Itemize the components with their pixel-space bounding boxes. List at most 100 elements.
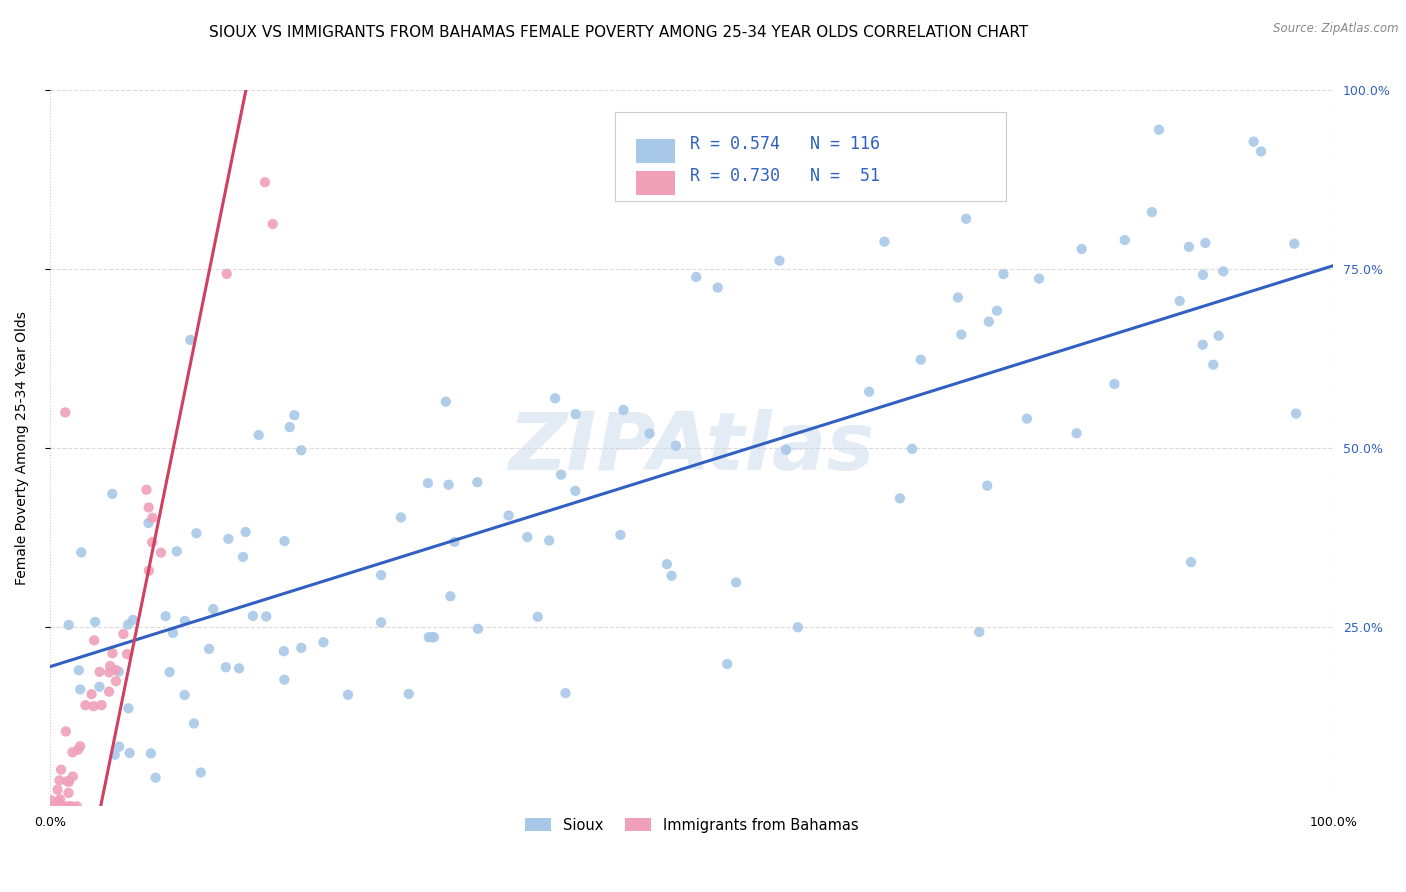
Point — [162, 626, 184, 640]
Point — [98, 684, 121, 698]
Point — [198, 641, 221, 656]
Point — [90, 698, 112, 712]
Point — [56, 774, 79, 789]
Point — [118, 746, 141, 760]
Point — [262, 217, 284, 231]
Point — [155, 609, 177, 624]
Point — [370, 615, 392, 630]
Point — [135, 483, 157, 497]
Point — [183, 716, 205, 731]
Point — [1285, 407, 1308, 421]
Point — [89, 665, 111, 679]
Point — [1015, 411, 1038, 425]
Point — [1178, 240, 1201, 254]
Point — [141, 535, 163, 549]
Point — [58, 775, 80, 789]
Point — [48, 794, 70, 808]
Point — [465, 475, 488, 490]
Point — [41, 799, 63, 814]
Point — [977, 315, 1000, 329]
Point — [58, 786, 80, 800]
Point — [52, 799, 75, 814]
Point — [69, 739, 91, 754]
Point — [98, 665, 121, 680]
Point — [544, 392, 567, 406]
Point — [253, 175, 276, 189]
Point — [389, 510, 412, 524]
Point — [467, 622, 489, 636]
Point — [139, 747, 162, 761]
Point — [1284, 236, 1306, 251]
Point — [49, 799, 72, 814]
Point — [976, 478, 998, 492]
Point — [48, 799, 70, 814]
Point — [138, 500, 160, 515]
Point — [215, 267, 238, 281]
Point — [273, 534, 295, 549]
Point — [685, 269, 707, 284]
Point — [273, 673, 295, 687]
Point — [108, 739, 131, 754]
Point — [56, 799, 79, 814]
Point — [564, 407, 586, 421]
Point — [48, 773, 70, 788]
Point — [145, 771, 167, 785]
Point — [858, 384, 880, 399]
Point — [122, 613, 145, 627]
Point — [993, 267, 1015, 281]
Point — [889, 491, 911, 506]
Point — [112, 627, 135, 641]
Point — [665, 439, 688, 453]
Point — [232, 549, 254, 564]
Point — [294, 47, 316, 62]
Point — [437, 477, 460, 491]
Point — [104, 674, 127, 689]
Point — [1066, 426, 1088, 441]
Point — [247, 428, 270, 442]
Point — [609, 528, 631, 542]
Point — [58, 618, 80, 632]
Point — [69, 682, 91, 697]
Point — [423, 630, 446, 644]
Point — [1104, 377, 1126, 392]
Point — [1028, 271, 1050, 285]
Point — [1070, 242, 1092, 256]
Y-axis label: Female Poverty Among 25-34 Year Olds: Female Poverty Among 25-34 Year Olds — [15, 311, 30, 585]
Point — [967, 625, 990, 640]
Point — [526, 609, 548, 624]
Point — [725, 575, 748, 590]
Point — [159, 665, 181, 679]
Point — [115, 647, 138, 661]
Point — [60, 799, 83, 814]
Point — [202, 602, 225, 616]
Point — [1114, 233, 1136, 247]
Point — [46, 782, 69, 797]
Point — [59, 799, 82, 814]
Point — [254, 609, 277, 624]
Point — [67, 742, 90, 756]
FancyBboxPatch shape — [614, 112, 1007, 202]
Point — [80, 687, 103, 701]
Point — [370, 568, 392, 582]
Point — [638, 426, 661, 441]
Text: ZIPAtlas: ZIPAtlas — [509, 409, 875, 487]
Point — [242, 609, 264, 624]
Point — [434, 394, 457, 409]
Point — [62, 770, 84, 784]
Point — [89, 680, 111, 694]
Point — [1192, 268, 1215, 282]
Point — [49, 792, 72, 806]
Point — [273, 644, 295, 658]
Point — [1212, 264, 1234, 278]
Point — [75, 698, 97, 713]
Point — [141, 511, 163, 525]
Point — [84, 615, 107, 629]
Point — [420, 630, 443, 644]
Point — [416, 476, 439, 491]
Point — [564, 483, 586, 498]
Point — [901, 442, 924, 456]
Point — [1208, 328, 1230, 343]
Point — [117, 617, 139, 632]
Bar — [637, 171, 675, 195]
Point — [1147, 122, 1170, 136]
